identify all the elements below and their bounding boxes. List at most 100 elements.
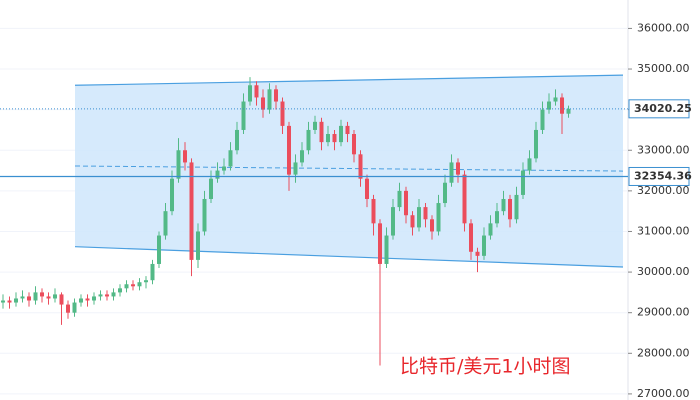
candle-body <box>352 134 356 155</box>
candle-body <box>163 211 168 236</box>
candle-body <box>326 134 330 143</box>
candle-body <box>59 294 64 305</box>
candle-body <box>196 231 200 260</box>
candle-body <box>436 203 441 232</box>
candle-body <box>27 296 31 301</box>
candle-body <box>404 190 408 216</box>
candle-body <box>248 85 252 102</box>
candle-body <box>534 129 538 159</box>
candle-body <box>150 263 155 281</box>
candle-body <box>443 182 447 204</box>
candle-body <box>280 101 285 126</box>
candle-body <box>144 280 148 283</box>
candle-body <box>521 170 525 195</box>
candle-body <box>72 302 77 313</box>
candle-body <box>79 298 83 303</box>
price-label-box <box>628 166 690 186</box>
candle-body <box>423 207 428 220</box>
candle-body <box>300 150 304 163</box>
candle-body <box>553 97 558 102</box>
candle-body <box>482 235 486 256</box>
candle-body <box>157 235 161 264</box>
candle-body <box>371 198 376 224</box>
candle-body <box>462 174 467 224</box>
candle-body <box>501 198 506 212</box>
price-label: 34020.25 <box>634 102 692 115</box>
candle-body <box>365 178 369 199</box>
y-tick-label: 35000.00 <box>637 62 690 75</box>
candle-body <box>332 134 337 143</box>
candle-body <box>319 121 324 143</box>
candle-body <box>293 162 298 175</box>
candle-body <box>1 300 5 303</box>
candle-body <box>495 211 499 224</box>
candle-body <box>202 198 207 232</box>
candle-body <box>560 97 564 114</box>
candle-body <box>313 121 317 130</box>
candle-body <box>384 235 389 264</box>
y-tick-label: 36000.00 <box>637 21 690 34</box>
channel-lower <box>74 246 624 268</box>
y-tick-label: 27000.00 <box>637 387 690 400</box>
y-tick-label: 29000.00 <box>637 306 690 319</box>
candle-body <box>7 300 12 303</box>
candle-body <box>410 215 415 228</box>
candle-body <box>92 296 96 301</box>
candle-body <box>306 129 311 151</box>
candle-body <box>345 125 350 135</box>
candle-body <box>183 150 187 163</box>
candle-body <box>20 296 25 299</box>
candle-body <box>358 154 363 179</box>
candle-body <box>228 150 233 167</box>
candle-body <box>339 125 343 143</box>
candle-body <box>527 158 532 171</box>
channel-upper <box>74 74 624 86</box>
candle-body <box>66 304 70 313</box>
candle-body <box>475 251 480 256</box>
candle-body <box>137 282 142 287</box>
candle-body <box>118 288 122 293</box>
candle-body <box>46 296 51 299</box>
candle-body <box>449 162 454 183</box>
candle-body <box>189 162 194 260</box>
price-label-box <box>628 99 690 119</box>
candle-body <box>430 219 434 232</box>
candle-body <box>176 150 181 179</box>
candle-body <box>274 89 278 102</box>
candle-body <box>514 194 519 220</box>
candle-body <box>170 178 174 212</box>
candle-body <box>53 294 57 299</box>
candle-body <box>209 178 213 199</box>
candle-body <box>508 198 512 220</box>
candle-body <box>397 190 402 208</box>
candle-body <box>417 207 421 228</box>
candle-body <box>124 284 129 289</box>
annotation: 比特币/美元1小时图 <box>400 356 571 378</box>
candle-body <box>235 129 239 151</box>
candle-body <box>131 284 135 287</box>
candle-body <box>267 89 272 110</box>
candle-body <box>261 97 265 110</box>
candle-body <box>391 207 395 236</box>
candle-body <box>456 162 460 175</box>
candle-body <box>111 292 116 297</box>
channel-fill <box>75 75 623 268</box>
candle-body <box>488 223 493 236</box>
y-tick-label: 28000.00 <box>637 346 690 359</box>
y-tick-label: 32000.00 <box>637 184 690 197</box>
y-tick-label: 31000.00 <box>637 224 690 237</box>
y-tick-label: 30000.00 <box>637 265 690 278</box>
y-tick-label: 33000.00 <box>637 143 690 156</box>
candle-body <box>566 108 571 114</box>
candle-body <box>215 170 220 179</box>
candle-body <box>105 294 109 297</box>
price-label: 32354.36 <box>634 169 692 182</box>
candle-body <box>378 223 382 264</box>
candle-body <box>254 85 259 98</box>
channel-mid <box>74 165 624 172</box>
candle-body <box>98 294 103 297</box>
candle-body <box>33 292 38 301</box>
candle-body <box>40 292 44 297</box>
candle-body <box>287 125 291 175</box>
